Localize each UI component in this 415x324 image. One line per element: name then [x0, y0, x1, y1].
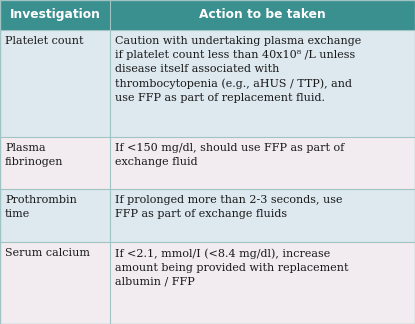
Bar	[110, 189, 415, 242]
Text: Action to be taken: Action to be taken	[199, 8, 326, 21]
Bar	[110, 0, 415, 30]
Bar	[0, 30, 110, 137]
Text: If <2.1, mmol/I (<8.4 mg/dl), increase
amount being provided with replacement
al: If <2.1, mmol/I (<8.4 mg/dl), increase a…	[115, 248, 349, 287]
Text: Platelet count: Platelet count	[5, 36, 83, 46]
Text: Prothrombin
time: Prothrombin time	[5, 195, 77, 219]
Text: Plasma
fibrinogen: Plasma fibrinogen	[5, 143, 63, 167]
Text: Caution with undertaking plasma exchange
if platelet count less than 40x10⁸ /L u: Caution with undertaking plasma exchange…	[115, 36, 361, 103]
Text: Investigation: Investigation	[10, 8, 100, 21]
Bar	[110, 137, 415, 189]
Text: If prolonged more than 2-3 seconds, use
FFP as part of exchange fluids: If prolonged more than 2-3 seconds, use …	[115, 195, 342, 219]
Bar	[0, 137, 110, 189]
Text: If <150 mg/dl, should use FFP as part of
exchange fluid: If <150 mg/dl, should use FFP as part of…	[115, 143, 344, 167]
Bar	[0, 189, 110, 242]
Bar	[0, 242, 110, 324]
Bar	[0, 0, 110, 30]
Bar	[110, 30, 415, 137]
Text: Serum calcium: Serum calcium	[5, 248, 90, 258]
Bar	[110, 242, 415, 324]
